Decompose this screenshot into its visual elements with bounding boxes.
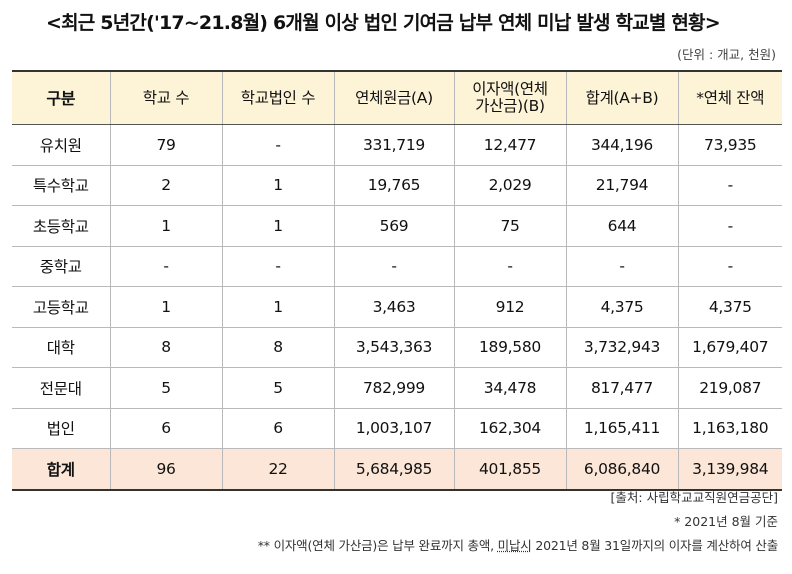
row-label: 유치원 [12,124,111,166]
total-row: 합계 96 22 5,684,985 401,855 6,086,840 3,139,984 [12,448,782,490]
table-body: 유치원 79-331,719 12,477 344,196 73,935 특수학교 2 1 19… [12,124,782,490]
table-cell: - [110,246,223,287]
table-cell: 1 [110,205,223,247]
interest-note-part: 2021년 8월 31일까지의 이자를 계산하여 산출 [531,538,778,553]
table-cell: 3,543,363 [334,327,455,368]
column-header: 이자액(연체 가산금)(B) [454,71,567,125]
basis-note: * 2021년 8월 기준 [674,514,778,529]
column-header: 합계(A+B) [566,71,679,125]
row-label: 법인 [12,408,111,449]
page-title: <최근 5년간('17~21.8월) 6개월 이상 법인 기여금 납부 연체 미… [46,12,721,34]
table-cell: 331,719 [334,124,455,166]
table-cell: 4,375 [566,286,679,328]
table-row: 전문대 5 5 782,999 34,478 817,477 219,087 [12,367,782,409]
table-cell: 344,196 [566,124,679,166]
table-cell: 2,029 [454,165,567,206]
table-row: 법인 6 6 1,003,107 162,304 1,165,411 1,163,180 [12,408,782,449]
column-header-line: 이자액(연체 [472,80,548,98]
table-cell: - [678,246,782,287]
column-header-line: 학교법인 수 [240,88,316,107]
total-cell: 96 [110,448,223,490]
column-header: 구분 [12,71,111,125]
unit-label: (단위 : 개교, 천원) [677,47,776,62]
table-cell: 1 [222,205,335,247]
row-label: 중학교 [12,246,111,287]
table-cell: 6 [110,408,223,449]
source-note: [출처: 사립학교교직원연금공단] [610,490,778,505]
table-cell: - [222,246,335,287]
table-cell: - [678,205,782,247]
table-cell: 73,935 [678,124,782,166]
table-row: 대학 8 8 3,543,363 189,580 3,732,943 1,679,407 [12,327,782,368]
table-row: 유치원 79-331,719 12,477 344,196 73,935 [12,124,782,166]
table-cell: 1 [222,165,335,206]
table-cell: 21,794 [566,165,679,206]
total-label: 합계 [12,448,111,490]
table-cell: - [454,246,567,287]
total-cell: 6,086,840 [566,448,679,490]
table-cell: 1,003,107 [334,408,455,449]
total-cell: 22 [222,448,335,490]
table-cell: 219,087 [678,367,782,409]
table-cell: 79 [110,124,223,166]
row-label: 대학 [12,327,111,368]
table-cell: 817,477 [566,367,679,409]
table-cell: 3,463 [334,286,455,328]
table-header-row: 구분 학교 수 학교법인 수 연체원금(A) 이자액(연체 가산금)(B) 합계(A+B) *… [12,71,782,125]
table-cell: 34,478 [454,367,567,409]
table-cell: 1 [222,286,335,328]
column-header-line: 합계(A+B) [585,88,659,107]
table-row: 고등학교 1 1 3,463 912 4,375 4,375 [12,286,782,328]
table-cell: 19,765 [334,165,455,206]
interest-note-part: ** 이자액(연체 가산금)은 납부 완료까지 총액, [257,538,498,553]
table-cell: - [566,246,679,287]
table-row: 초등학교 1 1 569 75 644- [12,205,782,247]
total-cell: 3,139,984 [678,448,782,490]
row-label: 특수학교 [12,165,111,206]
table-row: 중학교 - - - - - - [12,246,782,287]
table-cell: 189,580 [454,327,567,368]
table-cell: - [678,165,782,206]
column-header: 학교 수 [110,71,223,125]
table-cell: 1 [110,286,223,328]
table-cell: 162,304 [454,408,567,449]
table-cell: 75 [454,205,567,247]
table-cell: 12,477 [454,124,567,166]
data-table: 구분 학교 수 학교법인 수 연체원금(A) 이자액(연체 가산금)(B) 합계(A+B) *… [12,70,782,491]
column-header-line: 연체원금(A) [355,88,433,107]
column-header-line: 구분 [46,88,76,108]
column-header: 연체원금(A) [334,71,455,125]
table-cell: 1,679,407 [678,327,782,368]
interest-note-underlined: 미납시 [497,538,532,553]
table-cell: 2 [110,165,223,206]
table-cell: - [334,246,455,287]
row-label: 초등학교 [12,205,111,247]
table-cell: 8 [110,327,223,368]
table-cell: 5 [222,367,335,409]
column-header: 학교법인 수 [222,71,335,125]
column-header-line: *연체 잔액 [696,88,765,107]
table-cell: 8 [222,327,335,368]
total-cell: 401,855 [454,448,567,490]
footnotes: [출처: 사립학교교직원연금공단] * 2021년 8월 기준 ** 이자액(연… [258,488,778,560]
table-cell: 4,375 [678,286,782,328]
table-cell: 912 [454,286,567,328]
table-cell: 569 [334,205,455,247]
table-cell: 1,163,180 [678,408,782,449]
column-header-line: 학교 수 [142,88,190,107]
table-cell: 3,732,943 [566,327,679,368]
table-cell: 5 [110,367,223,409]
column-header: *연체 잔액 [678,71,782,125]
table-cell: 644 [566,205,679,247]
interest-note: ** 이자액(연체 가산금)은 납부 완료까지 총액, 미납시 2021년 8월… [258,536,778,560]
table-cell: 1,165,411 [566,408,679,449]
total-cell: 5,684,985 [334,448,455,490]
table-cell: - [222,124,335,166]
table-cell: 782,999 [334,367,455,409]
table-cell: 6 [222,408,335,449]
row-label: 고등학교 [12,286,111,328]
row-label: 전문대 [12,367,111,409]
table-row: 특수학교 2 1 19,765 2,029 21,794- [12,165,782,206]
column-header-line: 가산금)(B) [475,97,545,115]
